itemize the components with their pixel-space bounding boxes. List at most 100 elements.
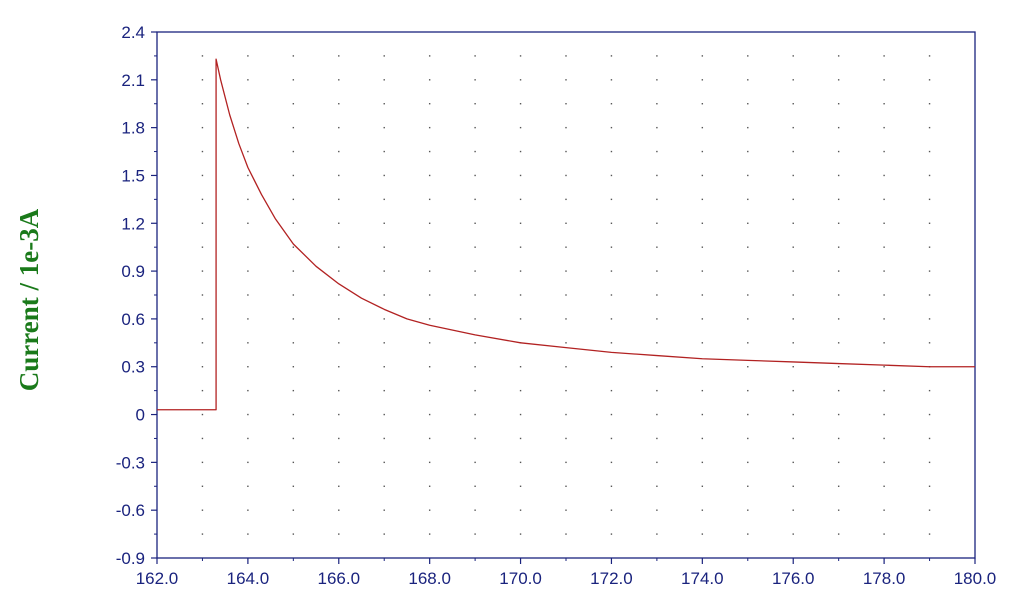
grid-dot: [928, 294, 931, 296]
grid-dot: [201, 485, 204, 487]
grid-dot: [292, 342, 295, 344]
grid-dot: [701, 55, 704, 57]
grid-dot: [883, 222, 885, 224]
grid-dot: [837, 79, 840, 81]
grid-dot: [201, 222, 204, 224]
grid-dot: [837, 389, 840, 392]
grid-dot: [747, 318, 749, 320]
grid-dot: [883, 150, 885, 153]
grid-dot: [247, 270, 249, 272]
grid-dot: [837, 509, 840, 511]
grid-dot: [883, 533, 885, 535]
grid-dot: [474, 174, 476, 177]
y-tick-label: -0.3: [116, 453, 145, 472]
grid-dot: [519, 389, 522, 392]
grid-dot: [883, 126, 885, 129]
grid-dot: [247, 366, 249, 368]
grid-dot: [428, 246, 431, 248]
grid-dot: [383, 509, 385, 511]
grid-dot: [428, 318, 431, 320]
grid-dot: [292, 461, 295, 464]
grid-dot: [701, 413, 704, 416]
grid-dot: [837, 174, 840, 177]
grid-dot: [701, 79, 704, 81]
grid-dot: [338, 126, 340, 129]
grid-dot: [428, 485, 431, 487]
grid-dot: [883, 294, 885, 296]
grid-dot: [792, 461, 794, 464]
y-tick-label: 2.4: [121, 23, 145, 42]
y-tick-label: 2.1: [121, 71, 145, 90]
grid-dot: [883, 485, 885, 487]
grid-dot: [701, 222, 704, 224]
grid-dot: [383, 485, 385, 487]
grid-dot: [837, 294, 840, 296]
grid-dot: [610, 366, 613, 368]
grid-dot: [792, 79, 794, 81]
grid-dot: [519, 150, 522, 153]
grid-dot: [247, 294, 249, 296]
grid-dot: [201, 413, 204, 416]
grid-dot: [383, 103, 385, 105]
grid-dot: [883, 366, 885, 368]
grid-dot: [428, 342, 431, 344]
grid-dot: [701, 174, 704, 177]
grid-dot: [338, 174, 340, 177]
grid-dot: [519, 318, 522, 320]
grid-dot: [883, 437, 885, 440]
grid-dot: [383, 413, 385, 416]
grid-dot: [928, 174, 931, 177]
grid-dot: [656, 150, 658, 153]
grid-dot: [292, 437, 295, 440]
grid-dot: [792, 413, 794, 416]
grid-dot: [747, 246, 749, 248]
grid-dot: [656, 342, 658, 344]
grid-dot: [928, 461, 931, 464]
grid-dot: [565, 79, 567, 81]
grid-dot: [656, 389, 658, 392]
grid-dot: [610, 79, 613, 81]
grid-dot: [292, 198, 295, 201]
grid-dot: [883, 461, 885, 464]
grid-dot: [565, 342, 567, 344]
grid-dot: [565, 126, 567, 129]
grid-dot: [656, 270, 658, 272]
grid-dot: [883, 270, 885, 272]
grid-dot: [383, 79, 385, 81]
grid-dot: [792, 103, 794, 105]
grid-dot: [656, 222, 658, 224]
grid-dot: [519, 79, 522, 81]
grid-dot: [292, 222, 295, 224]
grid-dot: [928, 509, 931, 511]
grid-dot: [428, 533, 431, 535]
grid-dot: [837, 103, 840, 105]
grid-dot: [656, 103, 658, 105]
grid-dot: [383, 533, 385, 535]
grid-dot: [201, 103, 204, 105]
grid-dot: [292, 174, 295, 177]
grid-dot: [656, 55, 658, 57]
grid-dot: [292, 270, 295, 272]
grid-dot: [201, 366, 204, 368]
x-tick-label: 170.0: [499, 569, 542, 588]
grid-dot: [565, 509, 567, 511]
grid-dot: [747, 461, 749, 464]
grid-dot: [792, 174, 794, 177]
grid-dot: [928, 533, 931, 535]
grid-dot: [837, 55, 840, 57]
grid-dot: [338, 533, 340, 535]
grid-dot: [928, 222, 931, 224]
grid-dot: [428, 198, 431, 201]
grid-dot: [747, 79, 749, 81]
grid-dot: [201, 126, 204, 129]
grid-dot: [565, 55, 567, 57]
x-tick-label: 178.0: [863, 569, 906, 588]
y-tick-label: -0.9: [116, 549, 145, 568]
grid-dot: [610, 174, 613, 177]
grid-dot: [338, 318, 340, 320]
grid-dot: [428, 461, 431, 464]
grid-dot: [928, 103, 931, 105]
grid-dot: [428, 55, 431, 57]
grid-dot: [519, 461, 522, 464]
grid-dot: [565, 485, 567, 487]
